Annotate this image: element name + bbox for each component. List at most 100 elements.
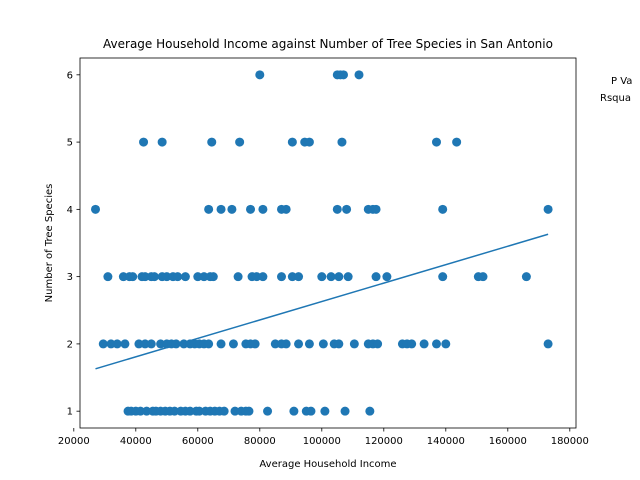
scatter-point	[281, 339, 291, 349]
y-tick-label: 5	[67, 138, 73, 149]
scatter-point	[228, 339, 238, 349]
scatter-point	[441, 339, 451, 349]
scatter-point	[334, 339, 344, 349]
scatter-point	[118, 272, 128, 282]
scatter-point	[287, 272, 297, 282]
scatter-point	[281, 204, 291, 214]
scatter-point	[407, 339, 417, 349]
x-tick-label: 20000	[58, 436, 90, 447]
scatter-point	[149, 272, 159, 282]
x-tick-label: 80000	[244, 436, 276, 447]
scatter-point	[194, 406, 204, 416]
x-tick-label: 120000	[365, 436, 403, 447]
scatter-point	[180, 272, 190, 282]
scatter-point	[289, 406, 299, 416]
scatter-point	[543, 339, 553, 349]
scatter-point	[216, 204, 226, 214]
scatter-point	[326, 272, 336, 282]
x-tick-label: 100000	[303, 436, 341, 447]
scatter-point	[365, 406, 375, 416]
scatter-point	[246, 204, 255, 214]
scatter-point	[294, 339, 304, 349]
scatter-point	[371, 272, 381, 282]
scatter-point	[128, 272, 138, 282]
scatter-point	[227, 204, 237, 214]
scatter-point	[371, 204, 381, 214]
scatter-point	[438, 272, 448, 282]
scatter-point	[252, 272, 262, 282]
y-tick-label: 1	[67, 407, 73, 418]
scatter-point	[208, 272, 218, 282]
scatter-point	[349, 339, 359, 349]
scatter-point	[156, 339, 166, 349]
scatter-point	[91, 204, 100, 214]
scatter-point	[452, 137, 462, 147]
r-squared-annotation: Rsqua	[600, 93, 631, 104]
scatter-point	[332, 204, 342, 214]
scatter-point	[478, 272, 488, 282]
y-tick-label: 6	[67, 70, 73, 81]
scatter-point	[204, 204, 214, 214]
scatter-point	[277, 272, 286, 282]
scatter-point	[244, 406, 254, 416]
scatter-point	[193, 272, 203, 282]
axes-frame	[79, 57, 577, 429]
scatter-point	[258, 204, 268, 214]
scatter-point	[135, 406, 145, 416]
y-tick-label: 2	[67, 339, 73, 350]
chart-title: Average Household Income against Number …	[103, 37, 553, 51]
scatter-point	[103, 272, 113, 282]
scatter-point	[142, 406, 152, 416]
scatter-point	[112, 339, 122, 349]
scatter-point	[255, 70, 265, 80]
trend-line	[95, 233, 549, 370]
scatter-point	[304, 137, 314, 147]
scatter-point	[146, 339, 156, 349]
scatter-point	[139, 137, 149, 147]
scatter-point	[304, 339, 314, 349]
scatter-point	[270, 339, 280, 349]
scatter-point	[317, 272, 327, 282]
x-tick-label: 180000	[551, 436, 589, 447]
x-axis-label: Average Household Income	[259, 459, 396, 470]
scatter-point	[199, 272, 209, 282]
scatter-point	[334, 272, 344, 282]
p-value-annotation: P Va	[611, 76, 632, 87]
scatter-point	[339, 70, 348, 80]
x-tick-label: 160000	[489, 436, 527, 447]
scatter-point	[340, 406, 350, 416]
scatter-point	[219, 406, 229, 416]
x-tick-label: 60000	[182, 436, 214, 447]
scatter-point	[235, 137, 245, 147]
scatter-point	[342, 204, 352, 214]
scatter-point	[543, 204, 553, 214]
scatter-point	[318, 339, 328, 349]
y-axis: 1 2 3 4 5 6	[67, 70, 80, 418]
scatter-point	[98, 339, 108, 349]
plot-area	[91, 70, 553, 416]
scatter-point	[157, 137, 167, 147]
scatter-point	[134, 339, 144, 349]
scatter-point	[306, 406, 316, 416]
scatter-point	[204, 339, 214, 349]
scatter-point	[438, 204, 448, 214]
scatter-point	[140, 272, 150, 282]
scatter-point	[258, 272, 268, 282]
scatter-point	[170, 406, 180, 416]
x-axis: 20000 40000 60000 80000 100000 120000 140000 16…	[58, 428, 589, 447]
x-tick-label: 140000	[427, 436, 465, 447]
scatter-point	[521, 272, 531, 282]
scatter-point	[263, 406, 273, 416]
y-tick-label: 3	[67, 272, 73, 283]
scatter-point	[233, 272, 243, 282]
scatter-point	[230, 406, 240, 416]
y-axis-label: Number of Tree Species	[44, 184, 55, 303]
scatter-point	[185, 406, 195, 416]
scatter-point	[106, 339, 116, 349]
scatter-point	[373, 339, 383, 349]
scatter-point	[216, 339, 226, 349]
scatter-point	[432, 339, 441, 349]
x-tick-label: 40000	[120, 436, 152, 447]
scatter-point	[140, 339, 150, 349]
